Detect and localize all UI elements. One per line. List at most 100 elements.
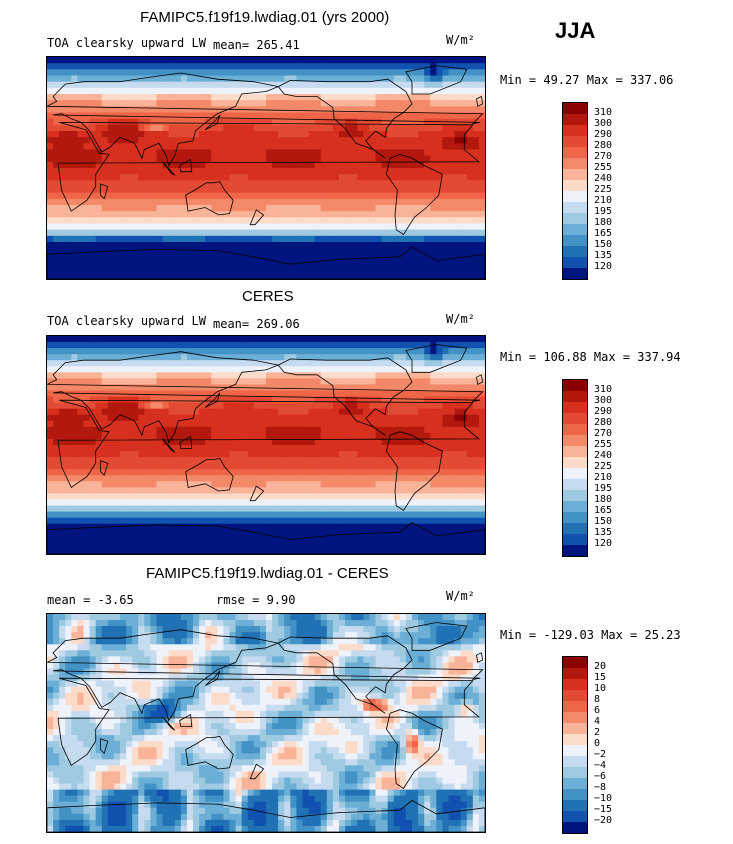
field-cell xyxy=(89,475,97,482)
field-cell xyxy=(472,124,480,132)
field-cell xyxy=(138,432,145,440)
field-cell xyxy=(302,174,310,181)
field-cell xyxy=(302,432,310,440)
field-cell xyxy=(156,342,164,349)
field-cell xyxy=(180,420,188,428)
field-cell xyxy=(168,118,176,126)
field-cell xyxy=(77,112,85,120)
field-cell xyxy=(138,143,145,151)
field-cell xyxy=(156,266,164,274)
field-cell xyxy=(205,390,212,398)
field-cell xyxy=(247,517,255,525)
field-cell xyxy=(442,408,450,416)
field-cell xyxy=(320,505,328,513)
field-cell xyxy=(168,529,176,537)
field-cell xyxy=(369,493,377,501)
field-cell xyxy=(150,469,158,476)
field-cell xyxy=(132,75,139,83)
field-cell xyxy=(405,414,413,422)
field-cell xyxy=(278,354,285,361)
field-cell xyxy=(339,112,346,120)
field-cell xyxy=(369,186,377,194)
field-cell xyxy=(144,402,152,410)
field-cell xyxy=(405,217,413,225)
panel2-mean: mean= 269.06 xyxy=(213,317,300,331)
field-cell xyxy=(272,63,279,70)
field-cell xyxy=(53,112,60,120)
field-cell xyxy=(387,523,395,531)
field-cell xyxy=(369,235,377,243)
field-cell xyxy=(144,266,152,274)
field-cell xyxy=(466,69,474,77)
field-cell xyxy=(381,481,389,488)
field-cell xyxy=(186,272,194,279)
field-cell xyxy=(308,414,316,422)
field-cell xyxy=(448,198,456,206)
field-cell xyxy=(180,112,188,120)
field-cell xyxy=(168,205,176,212)
field-cell xyxy=(168,402,176,410)
field-cell xyxy=(247,378,255,386)
field-cell xyxy=(278,469,285,476)
field-cell xyxy=(381,155,389,163)
field-cell xyxy=(466,254,474,262)
field-cell xyxy=(351,254,358,262)
field-cell xyxy=(113,223,121,231)
field-cell xyxy=(466,420,474,428)
field-cell xyxy=(113,396,121,404)
field-cell xyxy=(235,505,243,513)
field-cell xyxy=(77,342,85,349)
field-cell xyxy=(369,63,377,70)
field-cell xyxy=(144,348,152,355)
field-cell xyxy=(357,161,364,169)
field-cell xyxy=(229,463,237,470)
field-cell xyxy=(278,192,285,200)
field-cell xyxy=(113,505,121,513)
field-cell xyxy=(247,487,255,495)
field-cell xyxy=(290,272,298,279)
field-cell xyxy=(399,198,407,206)
field-cell xyxy=(442,155,450,163)
field-cell xyxy=(436,69,444,77)
field-cell xyxy=(107,118,115,126)
field-cell xyxy=(332,161,340,169)
field-cell xyxy=(351,69,358,77)
field-cell xyxy=(351,63,358,70)
field-cell xyxy=(229,523,237,531)
field-cell xyxy=(205,155,212,163)
field-cell xyxy=(278,235,285,243)
field-cell xyxy=(144,529,152,537)
field-cell xyxy=(205,505,212,513)
field-cell xyxy=(363,432,371,440)
field-cell xyxy=(71,378,79,386)
field-cell xyxy=(83,180,91,188)
field-cell xyxy=(83,118,91,126)
field-cell xyxy=(375,63,383,70)
field-cell xyxy=(150,112,158,120)
field-cell xyxy=(405,100,413,107)
field-cell xyxy=(150,161,158,169)
field-cell xyxy=(339,149,346,157)
field-cell xyxy=(320,511,328,519)
field-cell xyxy=(241,180,249,188)
field-cell xyxy=(369,523,377,531)
field-cell xyxy=(472,360,480,367)
field-cell xyxy=(211,174,218,181)
field-cell xyxy=(126,481,133,488)
field-cell xyxy=(65,511,72,519)
field-cell xyxy=(278,505,285,513)
field-cell xyxy=(217,155,225,163)
field-cell xyxy=(53,192,60,200)
field-cell xyxy=(211,469,218,476)
field-cell xyxy=(132,487,139,495)
field-cell xyxy=(253,487,261,495)
field-cell xyxy=(59,420,66,428)
field-cell xyxy=(193,149,200,157)
field-cell xyxy=(83,106,91,114)
field-cell xyxy=(113,94,121,101)
field-cell xyxy=(393,69,401,77)
field-cell xyxy=(412,118,419,126)
field-cell xyxy=(454,112,462,120)
field-cell xyxy=(448,505,456,513)
field-cell xyxy=(345,161,352,169)
